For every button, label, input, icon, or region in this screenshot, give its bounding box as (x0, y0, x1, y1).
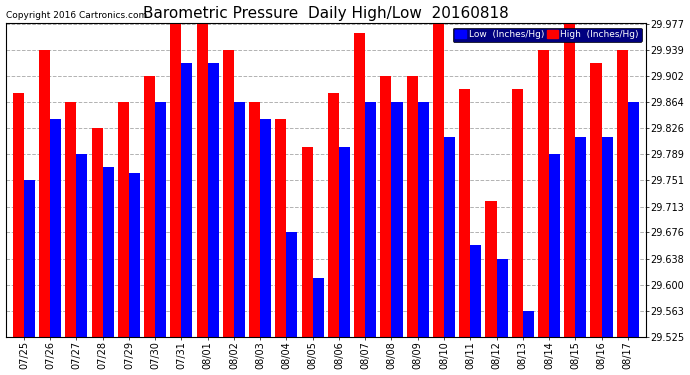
Bar (24, 180, 35, 337)
Text: Copyright 2016 Cartronics.com: Copyright 2016 Cartronics.com (6, 11, 147, 20)
Bar (249, 102, 260, 337)
Bar (538, 50, 549, 337)
Bar (564, 24, 575, 337)
Bar (302, 147, 313, 337)
Bar (549, 154, 560, 337)
Bar (39, 50, 50, 337)
Bar (486, 201, 497, 337)
Bar (155, 102, 166, 337)
Bar (92, 129, 103, 337)
Bar (433, 24, 444, 337)
Bar (260, 120, 271, 337)
Bar (339, 147, 350, 337)
Bar (602, 137, 613, 337)
Bar (523, 311, 534, 337)
Legend: Low  (Inches/Hg), High  (Inches/Hg): Low (Inches/Hg), High (Inches/Hg) (453, 28, 642, 42)
Bar (591, 63, 602, 337)
Bar (512, 89, 523, 337)
Bar (460, 89, 471, 337)
Bar (471, 245, 482, 337)
Bar (628, 102, 639, 337)
Bar (380, 76, 391, 337)
Bar (406, 76, 417, 337)
Bar (328, 93, 339, 337)
Bar (365, 102, 376, 337)
Bar (103, 167, 114, 337)
Bar (181, 63, 193, 337)
Bar (208, 63, 219, 337)
Bar (444, 137, 455, 337)
Bar (286, 232, 297, 337)
Bar (575, 137, 586, 337)
Bar (417, 102, 428, 337)
Bar (617, 50, 628, 337)
Bar (50, 120, 61, 337)
Bar (275, 120, 286, 337)
Bar (197, 24, 208, 337)
Title: Barometric Pressure  Daily High/Low  20160818: Barometric Pressure Daily High/Low 20160… (143, 6, 509, 21)
Bar (391, 102, 402, 337)
Bar (129, 173, 140, 337)
Bar (234, 102, 245, 337)
Bar (118, 102, 129, 337)
Bar (313, 278, 324, 337)
Bar (497, 259, 508, 337)
Bar (223, 50, 234, 337)
Bar (354, 33, 365, 337)
Bar (13, 93, 24, 337)
Bar (144, 76, 155, 337)
Bar (66, 102, 77, 337)
Bar (170, 24, 181, 337)
Bar (77, 154, 88, 337)
